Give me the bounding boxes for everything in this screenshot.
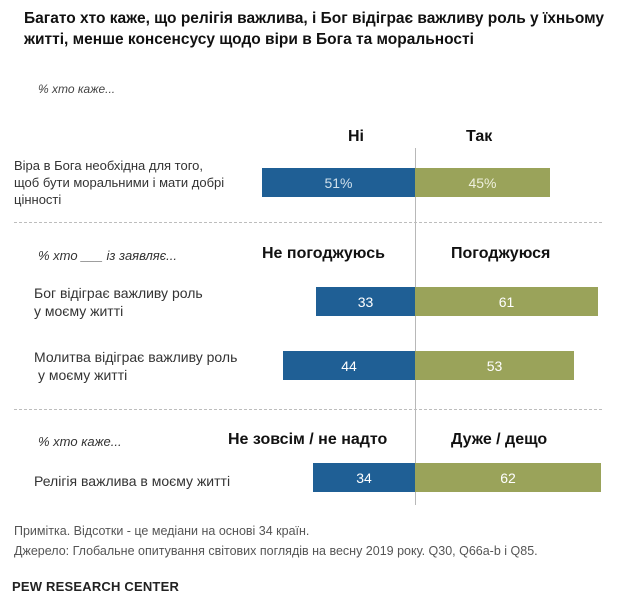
- bar-god-role-agree: 61: [415, 287, 598, 316]
- section-label-says: % хто каже...: [38, 434, 122, 449]
- section-divider: [14, 222, 602, 223]
- header-no: Ні: [348, 128, 364, 145]
- row-label-prayer-role: Молитва відіграє важливу роль у моєму жи…: [34, 348, 237, 384]
- bar-value: 44: [341, 357, 357, 374]
- bar-prayer-role-disagree: 44: [283, 351, 415, 380]
- row-label-god-role: Бог відіграє важливу роль у моєму житті: [34, 284, 203, 320]
- bar-value: 53: [486, 357, 503, 374]
- chart-subtitle: % хто каже...: [38, 82, 116, 96]
- row-label-line: Віра в Бога необхідна для того,: [14, 158, 204, 173]
- bar-value: 51%: [324, 174, 353, 191]
- bar-religion-not-important: 34: [313, 463, 415, 492]
- row-label-line: у моєму житті: [34, 303, 124, 319]
- row-label-line: цінності: [14, 192, 62, 207]
- bar-prayer-role-agree: 53: [415, 351, 574, 380]
- brand-logo-text: PEW RESEARCH CENTER: [12, 579, 180, 594]
- row-label-belief-morality: Віра в Бога необхідна для того, щоб бути…: [14, 157, 254, 208]
- header-disagree: Не погоджуюсь: [262, 245, 385, 262]
- source-text: Джерело: Глобальне опитування світових п…: [14, 544, 538, 558]
- row-label-line: щоб бути моральними і мати добрі: [14, 175, 225, 190]
- bar-religion-important: 62: [415, 463, 601, 492]
- bar-belief-morality-yes: 45%: [415, 168, 550, 197]
- note-text: Примітка. Відсотки - це медіани на основ…: [14, 524, 310, 538]
- bar-value: 62: [500, 469, 516, 486]
- row-label-religion-important: Релігія важлива в моєму житті: [34, 472, 230, 490]
- chart-title: Багато хто каже, що релігія важлива, і Б…: [24, 10, 604, 48]
- bar-value: 61: [498, 293, 515, 310]
- row-label-line: у моєму житті: [38, 367, 128, 383]
- row-label-line: Молитва відіграє важливу роль: [34, 349, 238, 365]
- header-agree: Погоджуюся: [451, 245, 551, 262]
- bar-god-role-disagree: 33: [316, 287, 415, 316]
- section-divider: [14, 409, 602, 410]
- header-important: Дуже / дещо: [451, 431, 548, 448]
- header-yes: Так: [466, 128, 493, 145]
- center-axis: [415, 148, 416, 505]
- bar-value: 33: [357, 293, 374, 310]
- header-not-important: Не зовсім / не надто: [228, 431, 388, 448]
- row-label-line: Бог відіграє важливу роль: [34, 285, 203, 301]
- bar-value: 34: [356, 469, 372, 486]
- bar-value: 45%: [468, 174, 497, 191]
- row-label-line: Релігія важлива в моєму житті: [34, 473, 231, 489]
- bar-belief-morality-no: 51%: [262, 168, 415, 197]
- section-label-agree: % хто ___ із заявляє...: [38, 248, 178, 263]
